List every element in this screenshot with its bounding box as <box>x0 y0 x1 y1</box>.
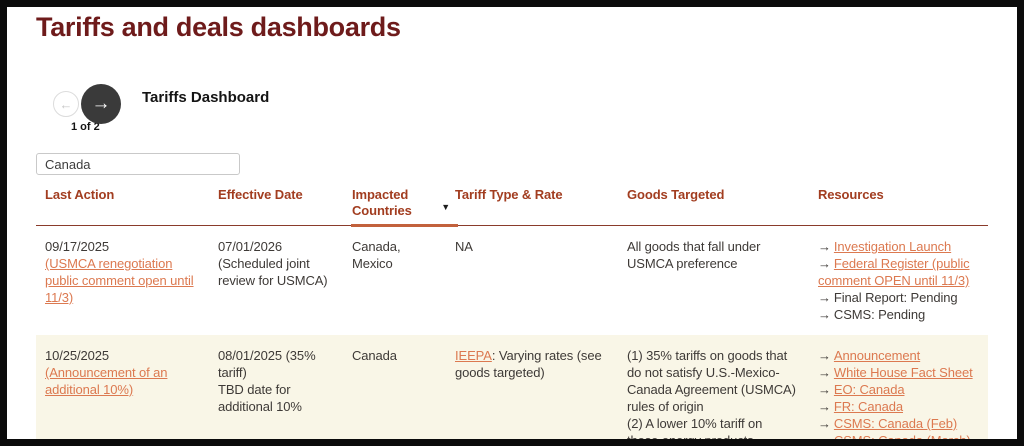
table-row: 10/25/2025 (Announcement of an additional… <box>36 335 988 446</box>
cell-last_action: 09/17/2025 (USMCA renegotiation public co… <box>36 226 209 335</box>
header-label: Tariff Type & Rate <box>455 187 563 202</box>
cell-tariff_type_rate: NA <box>446 226 618 335</box>
cell-link[interactable]: IEEPA <box>455 348 492 363</box>
table-row: 09/17/2025 (USMCA renegotiation public co… <box>36 226 988 335</box>
arrow-right-glyph: → <box>818 348 831 363</box>
resource-line: → CSMS: Pending <box>818 306 984 323</box>
resource-line: → Final Report: Pending <box>818 289 984 306</box>
header-label: Impacted Countries <box>352 187 412 218</box>
cell-last_action: 10/25/2025 (Announcement of an additional… <box>36 335 209 439</box>
header-cell-last_action: Last Action <box>36 187 209 219</box>
cell-text: (2) A lower 10% tariff on those energy p… <box>627 416 763 446</box>
table-body: 09/17/2025 (USMCA renegotiation public co… <box>36 226 988 446</box>
arrow-right-glyph: → <box>818 365 831 380</box>
carousel-position: 1 of 2 <box>71 121 100 133</box>
arrow-right-glyph: → <box>818 239 831 254</box>
cell-text: All goods that fall under USMCA preferen… <box>627 239 761 271</box>
header-label: Last Action <box>45 187 115 202</box>
cell-link[interactable]: Announcement <box>833 348 921 363</box>
sort-descending-icon: ▼ <box>441 202 450 212</box>
table-header-row: Last Action Effective Date Impacted Countr… <box>36 187 988 227</box>
cell-resources: → Announcement → White House Fact Sheet → EO:… <box>809 335 988 446</box>
arrow-right-glyph: → <box>818 433 831 446</box>
arrow-right-glyph: → <box>818 399 831 414</box>
resource-line: → CSMS: Canada (March) <box>818 432 984 446</box>
cell-link[interactable]: (Announcement of an additional 10%) <box>45 365 168 397</box>
arrow-right-glyph: → <box>818 290 831 305</box>
cell-effective_date: 07/01/2026 (Scheduled joint review for U… <box>209 226 343 335</box>
cell-goods_targeted: All goods that fall under USMCA preferen… <box>618 226 809 335</box>
resource-line: → FR: Canada <box>818 398 984 415</box>
resource-line: → Investigation Launch <box>818 238 984 255</box>
cell-text: 07/01/2026 (Scheduled joint review for U… <box>218 239 328 288</box>
cell-resources: → Investigation Launch → Federal Register (… <box>809 226 988 335</box>
cell-link[interactable]: (USMCA renegotiation public comment open… <box>45 256 194 305</box>
header-cell-effective_date: Effective Date <box>209 187 343 219</box>
arrow-right-glyph: → <box>818 307 831 322</box>
arrow-right-icon: → <box>91 93 111 114</box>
resource-line: → EO: Canada <box>818 381 984 398</box>
arrow-left-icon: ← <box>59 96 73 112</box>
header-cell-impacted_countries[interactable]: Impacted Countries ▼ <box>343 187 458 227</box>
carousel-next-button[interactable]: → <box>81 84 121 124</box>
cell-text: 08/01/2025 (35% tariff) <box>218 348 316 380</box>
resource-line: → White House Fact Sheet <box>818 364 984 381</box>
page-title: Tariffs and deals dashboards <box>36 12 401 42</box>
cell-link[interactable]: CSMS: Canada (Feb) <box>833 416 958 431</box>
cell-link[interactable]: White House Fact Sheet <box>833 365 973 380</box>
cell-text: NA <box>455 239 473 254</box>
cell-text: 10/25/2025 <box>45 348 110 363</box>
cell-text: 09/17/2025 <box>45 239 110 254</box>
carousel-slide-title: Tariffs Dashboard <box>142 89 270 106</box>
cell-text: : Varying rates (see goods targeted) <box>455 348 602 380</box>
carousel-prev-button[interactable]: ← <box>53 91 79 117</box>
cell-link[interactable]: EO: Canada <box>833 382 905 397</box>
header-label: Effective Date <box>218 187 303 202</box>
cell-impacted_countries: Canada <box>343 335 446 439</box>
active-column-indicator <box>351 224 458 227</box>
cell-text: Canada <box>352 348 397 363</box>
cell-link[interactable]: Investigation Launch <box>833 239 952 254</box>
cell-impacted_countries: Canada, Mexico <box>343 226 446 335</box>
cell-effective_date: 08/01/2025 (35% tariff) TBD date for addi… <box>209 335 343 439</box>
header-cell-tariff_type_rate: Tariff Type & Rate <box>446 187 618 219</box>
cell-text: Canada, Mexico <box>352 239 401 271</box>
arrow-right-glyph: → <box>818 256 831 271</box>
cell-text: TBD date for additional 10% <box>218 382 302 414</box>
cell-text: Final Report: Pending <box>833 290 958 305</box>
cell-link[interactable]: Federal Register (public comment OPEN un… <box>818 256 970 288</box>
header-label: Resources <box>818 187 884 202</box>
cell-link[interactable]: CSMS: Canada (March) <box>833 433 971 446</box>
resource-line: → Announcement <box>818 347 984 364</box>
cell-text: CSMS: Pending <box>833 307 926 322</box>
tariffs-table: Last Action Effective Date Impacted Countr… <box>36 187 988 446</box>
cell-text: (1) 35% tariffs on goods that do not sat… <box>627 348 796 414</box>
resource-line: → Federal Register (public comment OPEN u… <box>818 255 984 289</box>
header-label: Goods Targeted <box>627 187 725 202</box>
arrow-right-glyph: → <box>818 382 831 397</box>
resource-line: → CSMS: Canada (Feb) <box>818 415 984 432</box>
header-cell-goods_targeted: Goods Targeted <box>618 187 809 219</box>
cell-tariff_type_rate: IEEPA: Varying rates (see goods targeted… <box>446 335 618 439</box>
header-cell-resources: Resources <box>809 187 988 219</box>
country-filter-input[interactable] <box>36 153 240 175</box>
cell-link[interactable]: FR: Canada <box>833 399 903 414</box>
arrow-right-glyph: → <box>818 416 831 431</box>
cell-goods_targeted: (1) 35% tariffs on goods that do not sat… <box>618 335 809 446</box>
